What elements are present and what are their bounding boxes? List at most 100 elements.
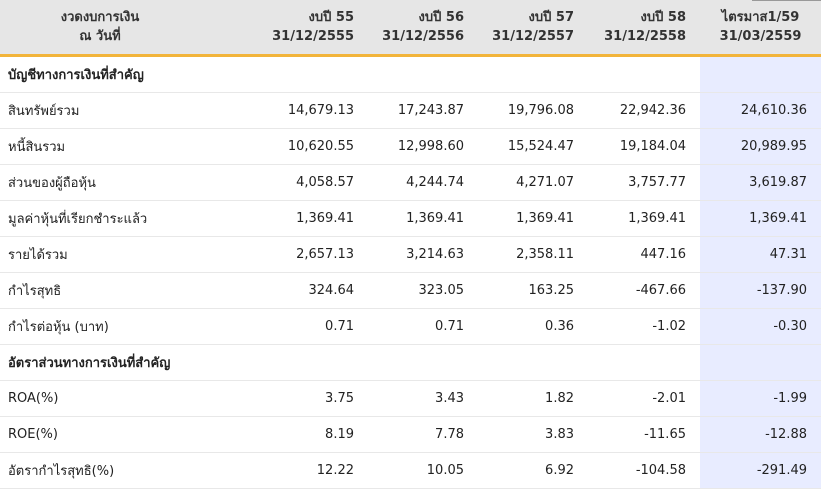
header-col-title: งบปี 56 bbox=[418, 10, 464, 25]
header-col-fy55: งบปี 55 31/12/2555 bbox=[240, 0, 368, 57]
value-cell: 3.83 bbox=[478, 416, 588, 453]
value-cell: -137.90 bbox=[700, 272, 821, 309]
table-row: กำไรต่อหุ้น (บาท) 0.71 0.71 0.36 -1.02 -0.30 bbox=[0, 308, 821, 345]
value-cell: 163.25 bbox=[478, 272, 588, 309]
value-cell: 4,058.57 bbox=[240, 164, 368, 201]
value-cell bbox=[478, 344, 588, 381]
value-cell: 6.92 bbox=[478, 452, 588, 489]
table-row: รายได้รวม 2,657.13 3,214.63 2,358.11 447.16 4… bbox=[0, 236, 821, 273]
value-cell: 8.19 bbox=[240, 416, 368, 453]
value-cell: 1,369.41 bbox=[588, 200, 700, 237]
header-col-date: 31/03/2559 bbox=[719, 29, 802, 44]
header-col-date: 31/12/2558 bbox=[604, 29, 686, 44]
table-header-row: งวดงบการเงิน ณ วันที่ งบปี 55 31/12/2555… bbox=[0, 0, 821, 57]
value-cell bbox=[368, 344, 478, 381]
value-cell bbox=[700, 344, 821, 381]
value-cell: -1.02 bbox=[588, 308, 700, 345]
value-cell: 1,369.41 bbox=[240, 200, 368, 237]
section-title: อัตราส่วนทางการเงินที่สำคัญ bbox=[0, 344, 240, 381]
value-cell: 12.22 bbox=[240, 452, 368, 489]
value-cell: 447.16 bbox=[588, 236, 700, 273]
value-cell: 10.05 bbox=[368, 452, 478, 489]
value-cell: -1.99 bbox=[700, 380, 821, 417]
row-label: อัตรากำไรสุทธิ(%) bbox=[0, 452, 240, 489]
value-cell: -12.88 bbox=[700, 416, 821, 453]
table-row: ส่วนของผู้ถือหุ้น 4,058.57 4,244.74 4,271.0… bbox=[0, 164, 821, 201]
value-cell bbox=[588, 344, 700, 381]
value-cell: 24,610.36 bbox=[700, 92, 821, 129]
value-cell bbox=[368, 55, 478, 93]
section-header-row: อัตราส่วนทางการเงินที่สำคัญ bbox=[0, 344, 821, 381]
table-row: ROE(%) 8.19 7.78 3.83 -11.65 -12.88 bbox=[0, 416, 821, 453]
value-cell: 0.71 bbox=[240, 308, 368, 345]
value-cell: -467.66 bbox=[588, 272, 700, 309]
value-cell: 10,620.55 bbox=[240, 128, 368, 165]
table-row: มูลค่าหุ้นที่เรียกชำระแล้ว 1,369.41 1,369.… bbox=[0, 200, 821, 237]
value-cell bbox=[588, 55, 700, 93]
value-cell: 4,244.74 bbox=[368, 164, 478, 201]
value-cell: 324.64 bbox=[240, 272, 368, 309]
value-cell bbox=[700, 55, 821, 93]
header-col-fy57: งบปี 57 31/12/2557 bbox=[478, 0, 588, 57]
value-cell: 1.82 bbox=[478, 380, 588, 417]
value-cell: 1,369.41 bbox=[368, 200, 478, 237]
value-cell bbox=[478, 55, 588, 93]
value-cell bbox=[240, 55, 368, 93]
value-cell: 3,214.63 bbox=[368, 236, 478, 273]
header-col-fy56: งบปี 56 31/12/2556 bbox=[368, 0, 478, 57]
value-cell: 7.78 bbox=[368, 416, 478, 453]
row-label: หนี้สินรวม bbox=[0, 128, 240, 165]
value-cell: 2,657.13 bbox=[240, 236, 368, 273]
value-cell: 323.05 bbox=[368, 272, 478, 309]
value-cell: -11.65 bbox=[588, 416, 700, 453]
header-col-title: ไตรมาส1/59 bbox=[721, 10, 800, 25]
header-col-fy58: งบปี 58 31/12/2558 bbox=[588, 0, 700, 57]
header-col-date: 31/12/2555 bbox=[272, 29, 354, 44]
value-cell: 2,358.11 bbox=[478, 236, 588, 273]
value-cell: 14,679.13 bbox=[240, 92, 368, 129]
value-cell: 3,757.77 bbox=[588, 164, 700, 201]
section-header-row: บัญชีทางการเงินที่สำคัญ bbox=[0, 55, 821, 93]
value-cell: 17,243.87 bbox=[368, 92, 478, 129]
value-cell: 3.75 bbox=[240, 380, 368, 417]
header-col-q1-59: ไตรมาส1/59 31/03/2559 bbox=[700, 0, 821, 57]
row-label: รายได้รวม bbox=[0, 236, 240, 273]
row-label: มูลค่าหุ้นที่เรียกชำระแล้ว bbox=[0, 200, 240, 237]
value-cell: 47.31 bbox=[700, 236, 821, 273]
value-cell: -0.30 bbox=[700, 308, 821, 345]
value-cell: 20,989.95 bbox=[700, 128, 821, 165]
header-period-label: งวดงบการเงิน ณ วันที่ bbox=[0, 0, 240, 57]
top-border-fragment bbox=[752, 0, 821, 1]
row-label: ROA(%) bbox=[0, 380, 240, 417]
value-cell: -2.01 bbox=[588, 380, 700, 417]
value-cell: -104.58 bbox=[588, 452, 700, 489]
value-cell: 1,369.41 bbox=[478, 200, 588, 237]
header-col-date: 31/12/2556 bbox=[382, 29, 464, 44]
table-row: สินทรัพย์รวม 14,679.13 17,243.87 19,796.08 2… bbox=[0, 92, 821, 129]
value-cell: 12,998.60 bbox=[368, 128, 478, 165]
table-row: ROA(%) 3.75 3.43 1.82 -2.01 -1.99 bbox=[0, 380, 821, 417]
value-cell: 0.71 bbox=[368, 308, 478, 345]
table-row: หนี้สินรวม 10,620.55 12,998.60 15,524.47 19,… bbox=[0, 128, 821, 165]
section-title: บัญชีทางการเงินที่สำคัญ bbox=[0, 55, 240, 93]
value-cell: 15,524.47 bbox=[478, 128, 588, 165]
value-cell: 19,184.04 bbox=[588, 128, 700, 165]
value-cell: 19,796.08 bbox=[478, 92, 588, 129]
row-label: ส่วนของผู้ถือหุ้น bbox=[0, 164, 240, 201]
value-cell: 22,942.36 bbox=[588, 92, 700, 129]
table-row: กำไรสุทธิ 324.64 323.05 163.25 -467.66 -137.9… bbox=[0, 272, 821, 309]
row-label: สินทรัพย์รวม bbox=[0, 92, 240, 129]
header-period-label-line2: ณ วันที่ bbox=[79, 29, 121, 44]
value-cell: -291.49 bbox=[700, 452, 821, 489]
value-cell bbox=[240, 344, 368, 381]
table-row: อัตรากำไรสุทธิ(%) 12.22 10.05 6.92 -104.58 -2… bbox=[0, 452, 821, 489]
row-label: กำไรต่อหุ้น (บาท) bbox=[0, 308, 240, 345]
value-cell: 3,619.87 bbox=[700, 164, 821, 201]
value-cell: 1,369.41 bbox=[700, 200, 821, 237]
table-body: บัญชีทางการเงินที่สำคัญ สินทรัพย์รวม 14,67… bbox=[0, 55, 821, 489]
header-period-label-line1: งวดงบการเงิน bbox=[60, 10, 140, 25]
header-col-date: 31/12/2557 bbox=[492, 29, 574, 44]
header-col-title: งบปี 57 bbox=[528, 10, 574, 25]
